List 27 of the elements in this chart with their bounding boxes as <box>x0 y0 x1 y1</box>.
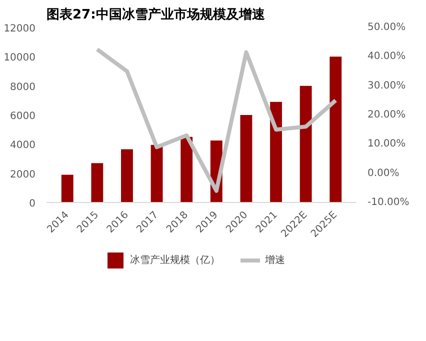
y-tick-label: 6000 <box>10 111 36 122</box>
y2-tick-label: 0.00% <box>368 168 400 179</box>
y2-tick-label: 40.00% <box>368 51 406 62</box>
y2-tick-label: 20.00% <box>368 110 406 120</box>
bar <box>61 174 74 202</box>
y-tick-label: 10000 <box>4 52 36 64</box>
bar <box>270 102 282 202</box>
y2-tick-label: 50.00% <box>368 22 406 33</box>
y-tick-label: 4000 <box>10 140 36 152</box>
bar <box>150 144 163 202</box>
y-tick-label: 0 <box>29 198 36 210</box>
legend-label: 冰雪产业规模（亿） <box>130 254 220 267</box>
y2-tick-label: 10.00% <box>368 138 406 150</box>
bar <box>300 86 312 202</box>
y-tick-label: 12000 <box>4 24 36 34</box>
y2-tick-label: 30.00% <box>368 80 406 92</box>
y-tick-label: 2000 <box>10 169 36 180</box>
chart-title: 图表27:中国冰雪产业市场规模及增速 <box>46 6 266 22</box>
y-tick-label: 8000 <box>10 82 36 93</box>
bar <box>330 56 342 202</box>
bar <box>91 163 104 202</box>
legend-label: 增速 <box>265 254 285 267</box>
y2-tick-label: -10.00% <box>368 197 410 208</box>
bar <box>180 136 193 202</box>
bar <box>121 149 133 202</box>
bar <box>240 115 252 202</box>
line-series <box>95 47 338 193</box>
